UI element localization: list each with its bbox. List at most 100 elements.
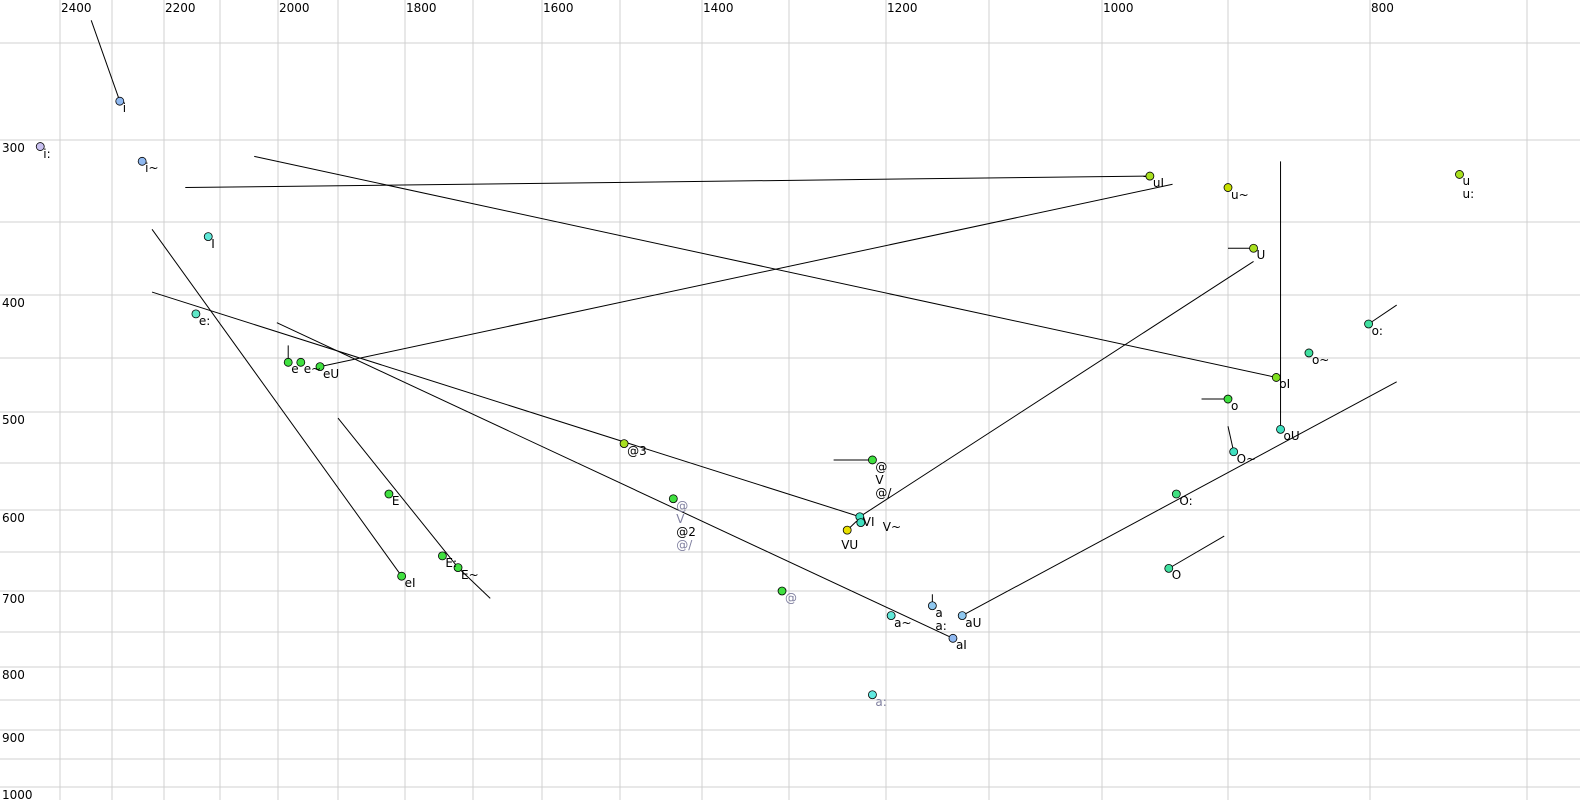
- vowel-label: O: [1171, 568, 1182, 583]
- vowel-label: u~: [1231, 187, 1249, 202]
- vowel-point: [1223, 183, 1233, 192]
- vowel-label: aU: [965, 615, 982, 630]
- y-tick-label: 400: [2, 296, 25, 310]
- vowel-label: I: [211, 236, 215, 251]
- vowel-point: [957, 611, 967, 620]
- vowel-label: @/: [676, 537, 693, 552]
- vowel-label: E~: [461, 567, 479, 582]
- vowel-point: [1145, 171, 1155, 181]
- vowel-label: a:: [935, 618, 947, 633]
- x-tick-label: 2200: [165, 1, 196, 15]
- trajectory-line: [859, 261, 1254, 518]
- vowel-point: [842, 525, 852, 535]
- trajectory-line: [961, 381, 1397, 617]
- vowel-point: [283, 357, 293, 367]
- vowel-label: oU: [1283, 429, 1300, 444]
- vowel-point: [203, 232, 213, 242]
- vowel-label: e~: [303, 362, 322, 377]
- vowel-label: a:: [875, 694, 887, 709]
- trajectory-line: [337, 417, 459, 568]
- vowel-point: [868, 455, 877, 465]
- vowel-label: @: [785, 591, 798, 605]
- x-tick-label: 800: [1371, 1, 1394, 15]
- vowel-label: V~: [882, 519, 902, 534]
- trajectory-line: [1168, 535, 1225, 569]
- vowel-label: eI: [404, 576, 416, 591]
- vowel-point: [397, 571, 407, 581]
- vowel-label: uI: [1152, 176, 1165, 191]
- vowel-point: [1364, 319, 1373, 329]
- vowel-label: V: [875, 472, 884, 487]
- vowel-label: o~: [1311, 352, 1330, 367]
- vowel-point: [315, 362, 325, 372]
- vowel-label: e: [291, 362, 299, 377]
- x-tick-label: 1600: [543, 1, 574, 15]
- vowel-point: [1249, 243, 1258, 253]
- x-tick-label: 1200: [887, 1, 918, 15]
- trajectory-line: [90, 20, 121, 102]
- y-tick-label: 500: [2, 413, 25, 427]
- trajectory-line: [151, 291, 860, 518]
- vowel-label: @: [875, 459, 888, 474]
- vowel-point: [1455, 170, 1464, 179]
- vowel-label: VI: [862, 514, 875, 529]
- vowel-label: VU: [841, 538, 859, 553]
- x-tick-label: 2000: [279, 1, 310, 15]
- vowel-label: u:: [1462, 187, 1475, 202]
- trajectory-line: [319, 183, 1173, 368]
- vowel-point: [437, 551, 447, 561]
- x-tick-label: 1400: [703, 1, 734, 15]
- vowel-label: U: [1256, 248, 1266, 263]
- vowel-label: @/: [875, 485, 892, 500]
- vowel-point: [948, 633, 958, 643]
- vowel-point: [296, 357, 306, 367]
- vowel-label: @2: [676, 524, 696, 539]
- vowel-label: e:: [198, 313, 211, 328]
- vowel-label: a: [935, 605, 943, 620]
- vowel-label: @: [676, 498, 689, 513]
- vowel-label: aI: [955, 638, 967, 653]
- vowel-point: [1171, 489, 1181, 499]
- vowel-point: [191, 309, 201, 319]
- vowel-label: i~: [145, 161, 159, 176]
- vowel-point: [1229, 447, 1239, 457]
- vowel-label: eU: [323, 366, 340, 381]
- vowel-point: [453, 563, 463, 572]
- vowel-point: [668, 494, 678, 504]
- vowel-point: [1164, 563, 1174, 573]
- vowel-point: [927, 601, 937, 611]
- vowel-label: i:: [43, 146, 51, 161]
- y-tick-label: 600: [2, 511, 25, 525]
- vowel-label: O~: [1236, 451, 1257, 466]
- x-tick-label: 1000: [1103, 1, 1134, 15]
- trajectory-line: [276, 322, 954, 639]
- trajectory-line: [151, 229, 403, 577]
- y-tick-label: 900: [2, 731, 25, 745]
- vowel-point: [886, 611, 896, 620]
- vowel-point: [137, 156, 147, 166]
- vowel-point: [856, 518, 866, 527]
- vowel-label: u: [1462, 174, 1471, 189]
- vowel-point: [619, 439, 629, 449]
- trajectory-line: [254, 155, 1277, 378]
- trajectory-line: [1368, 304, 1397, 325]
- vowel-label: O:: [1179, 494, 1193, 509]
- vowel-label: o: [1231, 399, 1239, 414]
- trajectory-line: [185, 175, 1150, 189]
- vowel-label: oI: [1279, 377, 1291, 392]
- vowel-label: i: [122, 101, 127, 116]
- vowel-point: [868, 690, 877, 700]
- y-tick-label: 300: [2, 141, 25, 155]
- y-tick-label: 1000: [2, 788, 33, 800]
- vowel-label: a~: [894, 615, 912, 630]
- vowel-point: [384, 489, 394, 499]
- vowel-label: E: [391, 494, 400, 509]
- y-tick-label: 700: [2, 592, 25, 606]
- x-tick-label: 1800: [406, 1, 437, 15]
- vowel-point: [1276, 424, 1285, 434]
- vowel-point: [35, 142, 45, 151]
- vowel-point: [1304, 348, 1314, 358]
- vowel-label: @3: [627, 443, 647, 458]
